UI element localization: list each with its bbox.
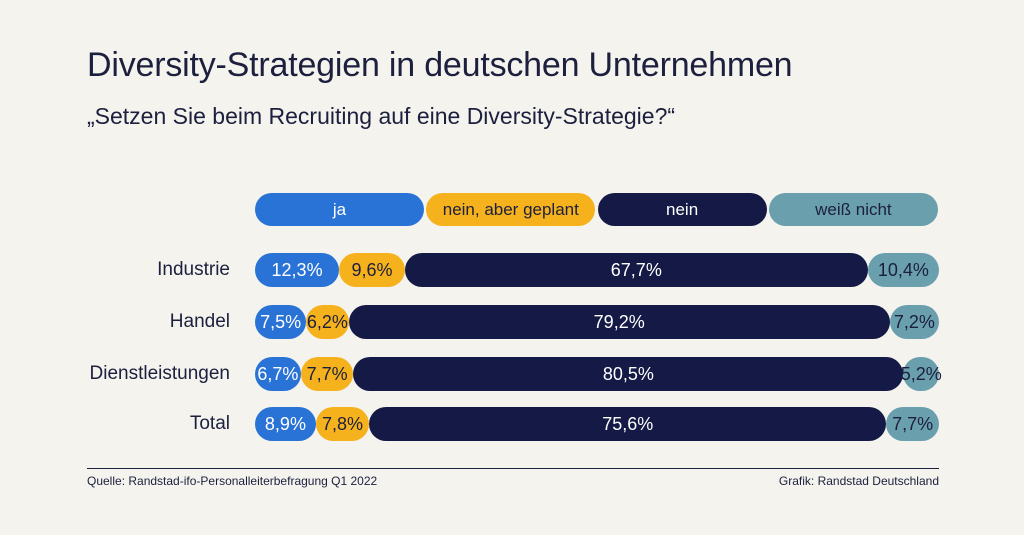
data-label: 9,6% <box>351 259 393 280</box>
bar-nein: 75,6% <box>369 407 887 441</box>
data-label: 6,2% <box>306 311 348 332</box>
bar-weiss-nicht: 7,7% <box>886 407 939 441</box>
data-label: 5,2% <box>900 363 942 384</box>
bar-geplant: 7,7% <box>300 357 354 391</box>
bar-nein: 80,5% <box>353 357 904 391</box>
bar-geplant: 7,8% <box>315 407 370 441</box>
bar-weiss-nicht: 10,4% <box>867 253 939 287</box>
data-label: 6,7% <box>257 363 299 384</box>
data-label: 7,5% <box>260 311 302 332</box>
legend-item-nein: nein <box>597 193 767 226</box>
legend: ja nein, aber geplant nein weiß nicht <box>255 193 939 226</box>
data-label: 75,6% <box>602 413 654 434</box>
bar-weiss-nicht: 7,2% <box>889 305 939 339</box>
bar-ja: 6,7% <box>255 357 301 391</box>
data-label: 7,2% <box>893 311 935 332</box>
bar-geplant: 9,6% <box>339 253 405 287</box>
category-label: Dienstleistungen <box>89 363 230 384</box>
chart-subtitle: „Setzen Sie beim Recruiting auf eine Div… <box>87 103 676 129</box>
data-label: 7,8% <box>322 413 364 434</box>
data-label: 79,2% <box>593 311 645 332</box>
data-label: 8,9% <box>264 413 306 434</box>
data-label: 10,4% <box>877 259 929 280</box>
bar-geplant: 6,2% <box>306 305 349 339</box>
bar-ja: 7,5% <box>255 305 307 339</box>
category-label: Total <box>189 413 230 434</box>
data-label: 67,7% <box>610 259 662 280</box>
legend-item-geplant: nein, aber geplant <box>426 193 596 226</box>
chart-title: Diversity-Strategien in deutschen Untern… <box>87 46 793 84</box>
data-label: 80,5% <box>602 363 654 384</box>
bar-ja: 8,9% <box>255 407 316 441</box>
source-note: Quelle: Randstad-ifo-Personalleiterbefra… <box>87 474 378 488</box>
data-label: 7,7% <box>892 413 934 434</box>
category-label: Industrie <box>157 259 230 280</box>
legend-item-weiss-nicht: weiß nicht <box>768 193 938 226</box>
bar-nein: 67,7% <box>404 253 868 287</box>
data-label: 12,3% <box>271 259 323 280</box>
credit-note: Grafik: Randstad Deutschland <box>778 474 939 488</box>
category-label: Handel <box>169 311 230 332</box>
bar-nein: 79,2% <box>348 305 890 339</box>
footer-divider <box>87 468 939 469</box>
bar-ja: 12,3% <box>255 253 340 287</box>
legend-item-ja: ja <box>255 193 424 226</box>
bar-weiss-nicht: 5,2% <box>900 357 942 391</box>
data-label: 7,7% <box>306 363 348 384</box>
